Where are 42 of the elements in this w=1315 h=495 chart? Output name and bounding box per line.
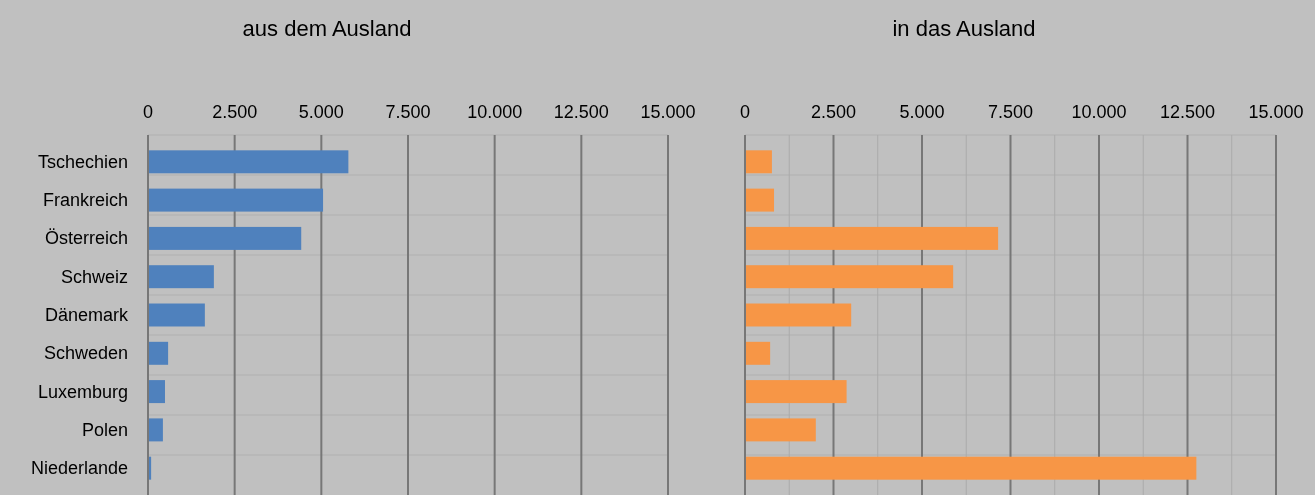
bar <box>745 188 775 212</box>
bar <box>745 303 852 327</box>
bar <box>745 265 954 289</box>
y-tick-label: Österreich <box>44 228 128 249</box>
bar <box>745 418 816 442</box>
y-tick-label: Niederlande <box>30 458 128 479</box>
y-tick-label: Schweden <box>43 343 128 364</box>
bar <box>745 380 847 404</box>
y-tick-label: Dänemark <box>44 305 129 325</box>
x-tick-label: 5.000 <box>298 102 344 122</box>
bar <box>745 226 999 250</box>
x-tick-label: 15.000 <box>640 102 696 122</box>
x-tick-label: 5.000 <box>899 102 945 122</box>
bar <box>745 341 771 365</box>
bar <box>148 265 214 289</box>
x-tick-label: 2.500 <box>810 102 857 122</box>
chart-title: in das Ausland <box>892 16 1036 41</box>
bar <box>148 418 163 442</box>
x-tick-label: 10.000 <box>467 102 523 122</box>
x-tick-label: 0 <box>739 102 751 122</box>
x-tick-label: 12.500 <box>553 102 609 122</box>
x-tick-label: 2.500 <box>212 102 258 122</box>
x-tick-label: 0 <box>142 102 154 122</box>
bar <box>148 341 169 365</box>
y-tick-label: Luxemburg <box>37 381 128 402</box>
y-tick-label: Polen <box>81 419 128 440</box>
y-tick-label: Tschechien <box>37 151 128 172</box>
x-tick-label: 15.000 <box>1248 102 1304 122</box>
y-tick-label: Schweiz <box>60 266 128 287</box>
bar <box>148 303 205 327</box>
x-tick-label: 7.500 <box>385 102 431 122</box>
x-tick-label: 10.000 <box>1071 102 1127 122</box>
bar <box>745 456 1197 480</box>
bar <box>148 188 324 212</box>
bar <box>148 150 349 174</box>
chart-title: aus dem Ausland <box>242 16 412 41</box>
bar <box>745 150 772 174</box>
bar <box>148 226 302 250</box>
x-tick-label: 7.500 <box>987 102 1034 122</box>
bar <box>148 380 165 404</box>
y-tick-label: Frankreich <box>42 190 128 211</box>
x-tick-label: 12.500 <box>1159 102 1216 122</box>
